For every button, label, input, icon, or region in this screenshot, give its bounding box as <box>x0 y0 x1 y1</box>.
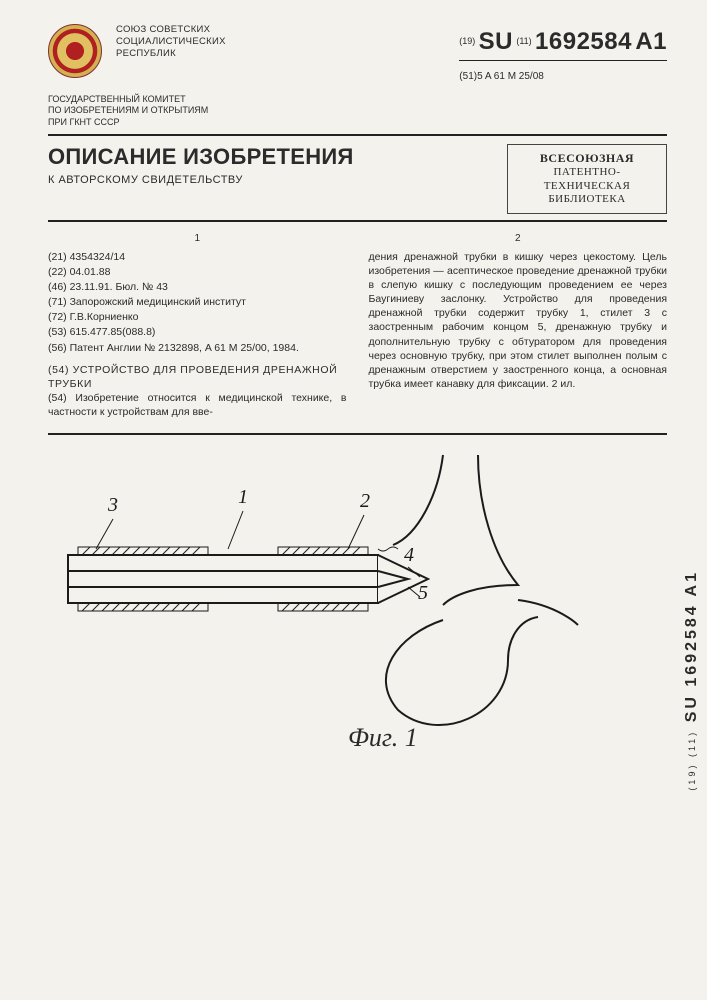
stamp-line: БИБЛИОТЕКА <box>518 193 656 207</box>
stamp-line: ВСЕСОЮЗНАЯ <box>518 151 656 166</box>
figure-1: 1 2 3 4 5 Фиг. 1 <box>48 433 667 763</box>
issuer-name: СОЮЗ СОВЕТСКИХ СОЦИАЛИСТИЧЕСКИХ РЕСПУБЛИ… <box>116 24 226 60</box>
callout-3: 3 <box>107 494 118 516</box>
callout-5: 5 <box>418 582 428 604</box>
field-46: (46) 23.11.91. Бюл. № 43 <box>48 280 347 294</box>
country-prefix: (19) <box>459 36 475 46</box>
field-71: (71) Запорожский медицинский институт <box>48 295 347 309</box>
divider <box>459 60 667 61</box>
side-number: SU 1692584 A1 <box>683 570 700 722</box>
ipc-code: A 61 M 25/08 <box>485 71 544 82</box>
divider <box>48 134 667 136</box>
field-53: (53) 615.477.85(088.8) <box>48 325 347 339</box>
column-right: 2 дения дренажной трубки в кишку через ц… <box>369 232 668 419</box>
bibliographic-data: (21) 4354324/14 (22) 04.01.88 (46) 23.11… <box>48 250 347 355</box>
divider <box>48 220 667 222</box>
side-document-code: (19) (11) SU 1692584 A1 <box>683 570 701 791</box>
kind-code: A1 <box>635 28 667 55</box>
side-prefix: (19) (11) <box>687 730 697 791</box>
abstract-right: дения дренажной трубки в кишку через цек… <box>369 250 668 392</box>
doc-codes: (19) SU (11) 1692584 A1 (51)5 A 61 M 25/… <box>459 24 667 82</box>
field-21: (21) 4354324/14 <box>48 250 347 264</box>
field-54-text: УСТРОЙСТВО ДЛЯ ПРОВЕДЕНИЯ ДРЕНАЖНОЙ ТРУБ… <box>48 364 337 390</box>
ussr-emblem-icon <box>48 24 102 78</box>
invention-title: (54) УСТРОЙСТВО ДЛЯ ПРОВЕДЕНИЯ ДРЕНАЖНОЙ… <box>48 363 347 391</box>
number-prefix: (11) <box>516 36 531 46</box>
issuer-committee: ГОСУДАРСТВЕННЫЙ КОМИТЕТ ПО ИЗОБРЕТЕНИЯМ … <box>48 94 667 128</box>
column-left: 1 (21) 4354324/14 (22) 04.01.88 (46) 23.… <box>48 232 347 419</box>
country-code: SU <box>479 28 513 55</box>
abstract-left: (54) Изобретение относится к медицинской… <box>48 391 347 419</box>
callout-1: 1 <box>238 486 248 508</box>
field-72: (72) Г.В.Корниенко <box>48 310 347 324</box>
document-title: ОПИСАНИЕ ИЗОБРЕТЕНИЯ <box>48 144 354 170</box>
field-22: (22) 04.01.88 <box>48 265 347 279</box>
column-number: 1 <box>48 232 347 246</box>
library-stamp: ВСЕСОЮЗНАЯ ПАТЕНТНО-ТЕХНИЧЕСКАЯ БИБЛИОТЕ… <box>507 144 667 214</box>
callout-4: 4 <box>404 544 414 566</box>
column-number: 2 <box>369 232 668 246</box>
doc-number: 1692584 <box>535 28 632 55</box>
ipc-prefix: (51)5 <box>459 71 482 82</box>
title-block: ОПИСАНИЕ ИЗОБРЕТЕНИЯ К АВТОРСКОМУ СВИДЕТ… <box>48 144 667 214</box>
text-columns: 1 (21) 4354324/14 (22) 04.01.88 (46) 23.… <box>48 232 667 419</box>
field-56: (56) Патент Англии № 2132898, A 61 M 25/… <box>48 341 347 355</box>
drainage-device-drawing-icon: 1 2 3 4 5 <box>48 445 668 755</box>
stamp-line: ПАТЕНТНО-ТЕХНИЧЕСКАЯ <box>518 166 656 194</box>
header: СОЮЗ СОВЕТСКИХ СОЦИАЛИСТИЧЕСКИХ РЕСПУБЛИ… <box>48 24 667 82</box>
figure-caption: Фиг. 1 <box>348 723 418 753</box>
document-subtitle: К АВТОРСКОМУ СВИДЕТЕЛЬСТВУ <box>48 174 354 186</box>
field-54-prefix: (54) <box>48 364 69 376</box>
callout-2: 2 <box>360 490 370 512</box>
